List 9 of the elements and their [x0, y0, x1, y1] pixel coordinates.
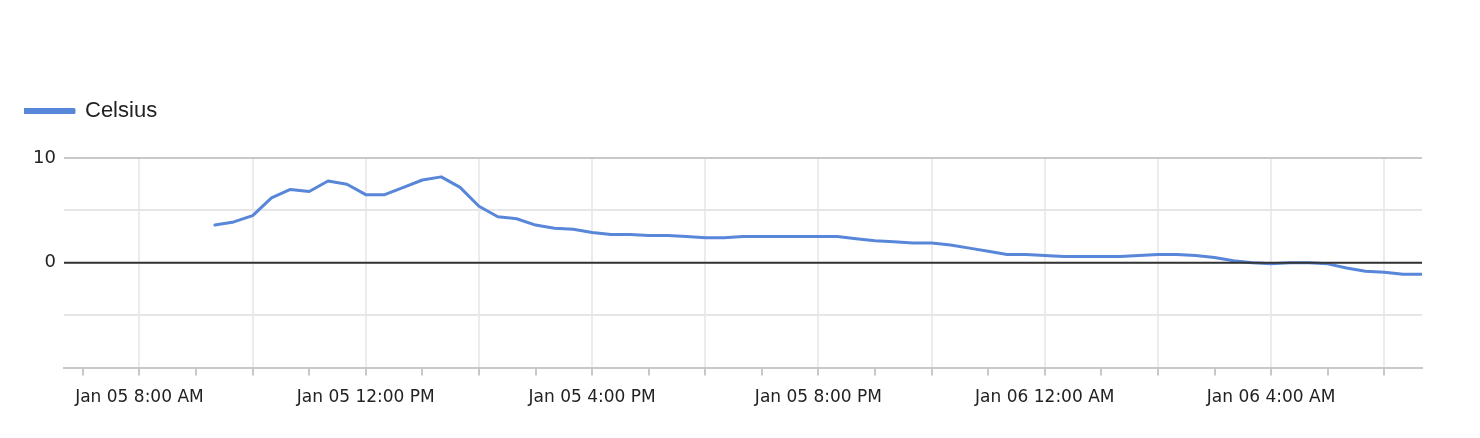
x-tick-label: Jan 06 4:00 AM: [1205, 386, 1336, 407]
x-tick-label: Jan 05 8:00 PM: [753, 386, 883, 407]
x-tick-label: Jan 05 12:00 PM: [295, 386, 435, 407]
x-tick-label: Jan 06 12:00 AM: [974, 386, 1115, 407]
y-tick-label: 0: [44, 250, 56, 272]
x-tick-label: Jan 05 4:00 PM: [527, 386, 656, 407]
legend-label: Celsius: [85, 97, 158, 123]
x-tick-label: Jan 05 8:00 AM: [74, 386, 204, 407]
y-tick-label: 10: [33, 145, 56, 167]
